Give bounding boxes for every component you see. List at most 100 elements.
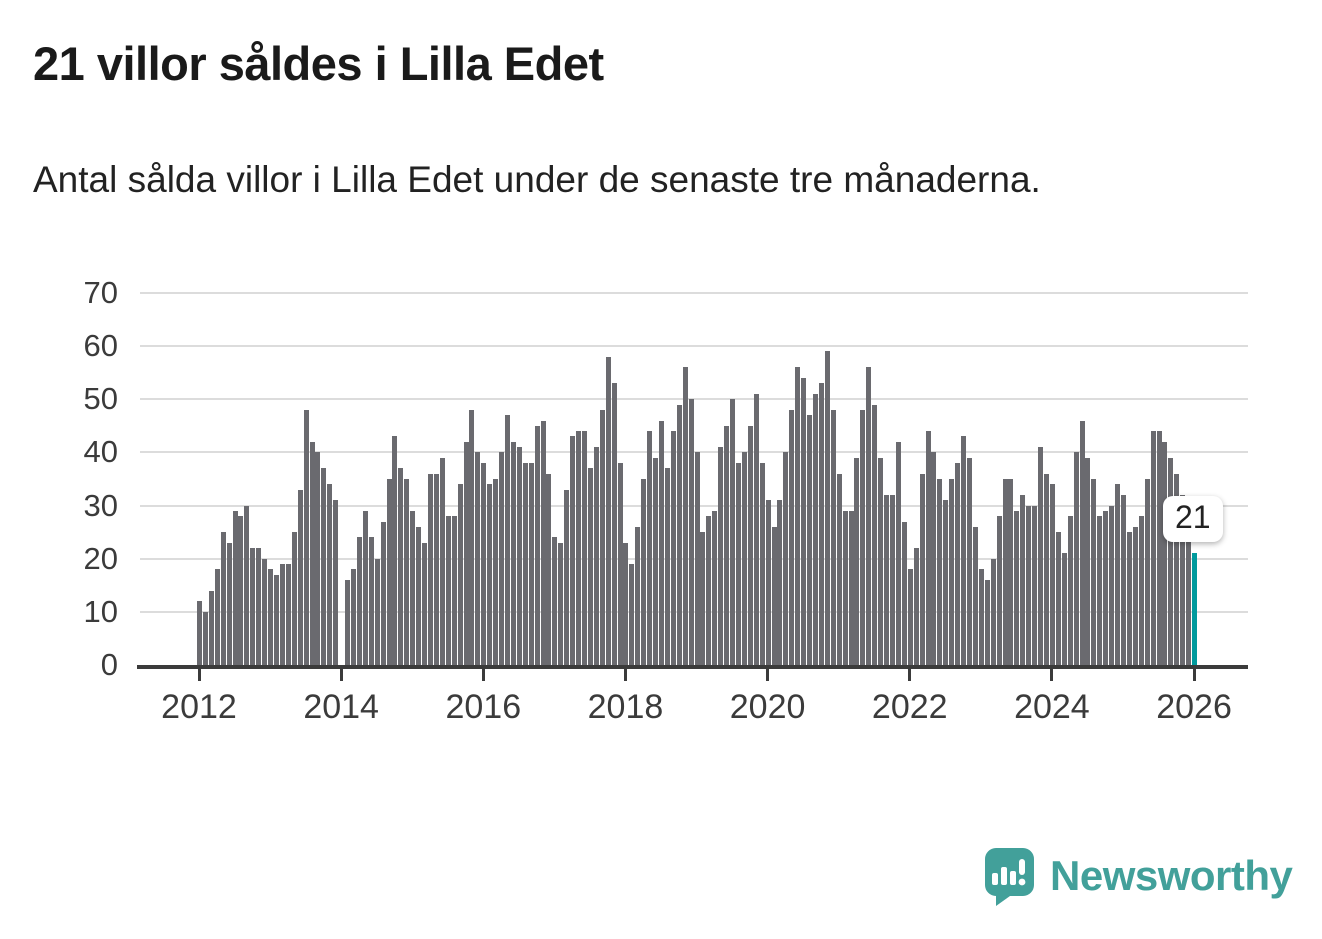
- x-tick-label-2020: 2020: [729, 688, 806, 726]
- bar: [1014, 511, 1020, 665]
- bar: [795, 367, 801, 665]
- bar-highlight: [1192, 553, 1198, 665]
- bar: [1138, 516, 1144, 665]
- bar: [374, 559, 380, 665]
- y-tick-label-70: 70: [83, 275, 118, 310]
- bar: [753, 394, 759, 665]
- x-tick-2014: [339, 667, 343, 681]
- bar: [327, 484, 333, 665]
- bar: [214, 569, 220, 665]
- bar: [777, 500, 783, 665]
- gridline-70: [140, 292, 1248, 294]
- bar: [1067, 516, 1073, 665]
- x-tick-2026: [1192, 667, 1196, 681]
- y-tick-label-10: 10: [83, 593, 118, 629]
- bar: [925, 431, 931, 665]
- bar: [1162, 442, 1168, 665]
- x-tick-2012: [197, 667, 201, 681]
- bar: [937, 479, 943, 665]
- bar: [1002, 479, 1008, 665]
- bar: [730, 399, 736, 665]
- bar: [807, 415, 813, 665]
- bar: [1103, 511, 1109, 665]
- x-tick-label-2024: 2024: [1014, 688, 1090, 726]
- bar: [842, 511, 848, 665]
- bar: [647, 431, 653, 665]
- bar: [599, 410, 605, 665]
- bar: [872, 405, 878, 665]
- bar: [1020, 495, 1026, 665]
- bar: [558, 543, 564, 665]
- bar: [404, 479, 410, 665]
- bar: [765, 500, 771, 665]
- bar: [955, 463, 961, 665]
- bar: [712, 511, 718, 665]
- bar: [303, 410, 309, 665]
- x-tick-2016: [481, 667, 485, 681]
- bar: [801, 378, 807, 665]
- bar: [617, 463, 623, 665]
- bar: [487, 484, 493, 665]
- bar: [1144, 479, 1150, 665]
- bar: [848, 511, 854, 665]
- bar: [510, 442, 516, 665]
- x-tick-2024: [1050, 667, 1054, 681]
- bar: [581, 431, 587, 665]
- bar: [256, 548, 262, 665]
- bar: [445, 516, 451, 665]
- bar: [830, 410, 836, 665]
- bar: [629, 564, 635, 665]
- bar: [576, 431, 582, 665]
- bar: [990, 559, 996, 665]
- y-tick-label-40: 40: [83, 434, 118, 470]
- bar: [961, 436, 967, 665]
- bar: [262, 559, 268, 665]
- x-tick-2020: [766, 667, 770, 681]
- x-tick-label-2016: 2016: [445, 688, 522, 726]
- page-subtitle: Antal sålda villor i Lilla Edet under de…: [33, 159, 1041, 200]
- bar: [836, 474, 842, 665]
- y-tick-label-60: 60: [83, 328, 118, 364]
- bar: [907, 569, 913, 665]
- bar: [593, 447, 599, 665]
- bar: [635, 527, 641, 665]
- gridline-50: [140, 398, 1248, 401]
- bar: [1079, 421, 1085, 665]
- bar: [386, 479, 392, 665]
- bar: [653, 458, 659, 665]
- bar: [540, 421, 546, 665]
- y-tick-label-0: 0: [100, 647, 118, 682]
- bar: [564, 490, 570, 665]
- bar: [724, 426, 730, 665]
- bar: [706, 516, 712, 665]
- bar: [315, 452, 321, 665]
- bar: [528, 463, 534, 665]
- x-tick-label-2012: 2012: [161, 688, 237, 726]
- bar: [250, 548, 256, 665]
- x-tick-label-2014: 2014: [303, 688, 379, 726]
- bar: [398, 468, 404, 665]
- bar: [688, 399, 694, 665]
- bar: [220, 532, 226, 665]
- bar: [451, 516, 457, 665]
- bar: [694, 452, 700, 665]
- bar: [522, 463, 528, 665]
- bar: [1085, 458, 1091, 665]
- bar: [197, 601, 202, 665]
- bar: [285, 564, 291, 665]
- newsworthy-logo-icon: [985, 848, 1034, 906]
- bar: [1008, 479, 1014, 665]
- bar: [884, 495, 890, 665]
- bar: [1150, 431, 1156, 665]
- bar: [824, 351, 830, 665]
- bar: [972, 527, 978, 665]
- bar: [297, 490, 303, 665]
- bar: [1061, 553, 1067, 665]
- bar: [208, 591, 214, 665]
- bar: [658, 421, 664, 665]
- x-tick-label-2026: 2026: [1156, 688, 1232, 726]
- bar: [783, 452, 789, 665]
- bar: [1186, 537, 1192, 665]
